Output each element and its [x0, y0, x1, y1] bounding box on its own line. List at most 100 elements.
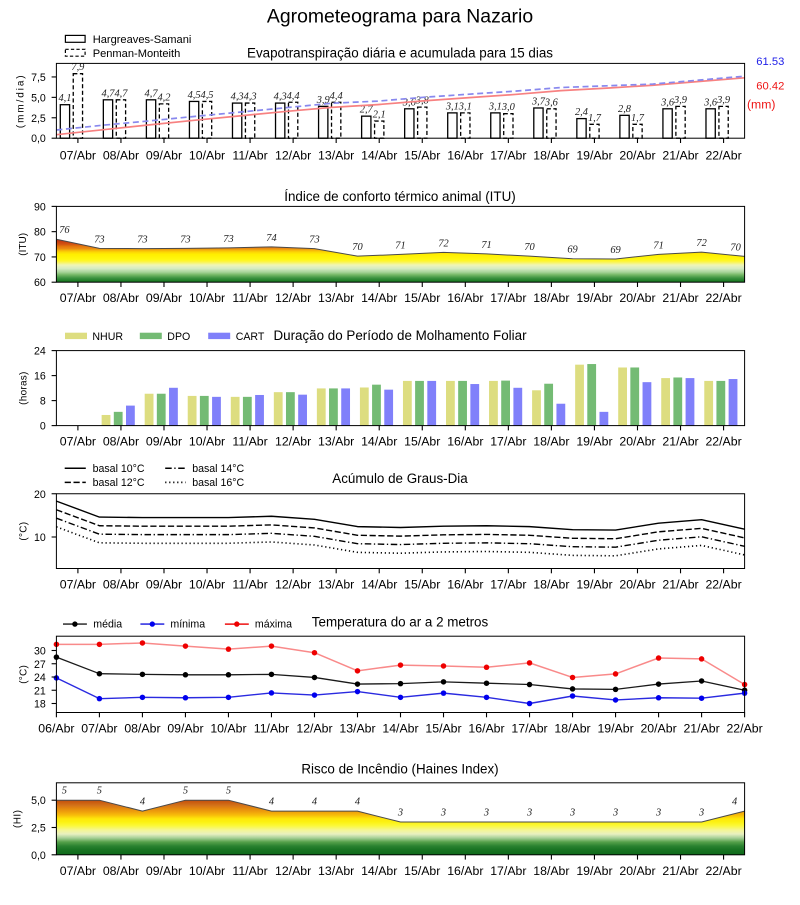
svg-text:NHUR: NHUR: [92, 331, 123, 343]
svg-text:10: 10: [34, 532, 46, 544]
svg-text:60: 60: [34, 277, 46, 289]
svg-text:16: 16: [34, 371, 46, 383]
svg-text:21/Abr: 21/Abr: [662, 148, 698, 162]
svg-text:09/Abr: 09/Abr: [146, 578, 182, 592]
svg-text:4,5: 4,5: [188, 90, 201, 101]
svg-text:15/Abr: 15/Abr: [404, 864, 440, 878]
svg-text:18/Abr: 18/Abr: [533, 578, 569, 592]
svg-text:13/Abr: 13/Abr: [318, 578, 354, 592]
svg-text:12/Abr: 12/Abr: [296, 722, 332, 736]
svg-text:20/Abr: 20/Abr: [619, 291, 655, 305]
svg-text:14/Abr: 14/Abr: [361, 291, 397, 305]
svg-text:(horas): (horas): [18, 371, 29, 404]
svg-text:18/Abr: 18/Abr: [554, 722, 590, 736]
svg-text:19/Abr: 19/Abr: [576, 435, 612, 449]
svg-text:12/Abr: 12/Abr: [275, 291, 311, 305]
svg-text:16/Abr: 16/Abr: [447, 864, 483, 878]
svg-text:11/Abr: 11/Abr: [232, 435, 267, 449]
svg-text:(mm): (mm): [747, 98, 775, 112]
svg-text:18/Abr: 18/Abr: [533, 435, 569, 449]
svg-text:60.42: 60.42: [756, 80, 784, 92]
svg-text:71: 71: [653, 240, 663, 251]
svg-text:15/Abr: 15/Abr: [404, 578, 440, 592]
svg-text:09/Abr: 09/Abr: [146, 291, 182, 305]
svg-text:7,5: 7,5: [31, 72, 46, 84]
svg-text:12/Abr: 12/Abr: [275, 148, 311, 162]
svg-text:17/Abr: 17/Abr: [490, 435, 526, 449]
svg-text:10/Abr: 10/Abr: [189, 578, 225, 592]
svg-text:17/Abr: 17/Abr: [490, 291, 526, 305]
svg-text:17/Abr: 17/Abr: [490, 148, 526, 162]
svg-text:76: 76: [59, 225, 70, 236]
svg-text:11/Abr: 11/Abr: [232, 864, 267, 878]
svg-text:16/Abr: 16/Abr: [447, 291, 483, 305]
svg-text:18/Abr: 18/Abr: [533, 148, 569, 162]
svg-text:20/Abr: 20/Abr: [619, 864, 655, 878]
svg-text:11/Abr: 11/Abr: [232, 291, 267, 305]
svg-text:19/Abr: 19/Abr: [576, 291, 612, 305]
svg-text:11/Abr: 11/Abr: [254, 722, 289, 736]
svg-text:2,5: 2,5: [31, 113, 46, 125]
svg-text:19/Abr: 19/Abr: [576, 148, 612, 162]
svg-text:19/Abr: 19/Abr: [597, 722, 633, 736]
svg-text:(ITU): (ITU): [18, 233, 29, 256]
svg-text:Duração do Período de Molhamen: Duração do Período de Molhamento Foliar: [273, 328, 527, 343]
svg-text:basal 16°C: basal 16°C: [192, 477, 244, 489]
svg-text:basal 10°C: basal 10°C: [93, 463, 145, 475]
svg-text:21/Abr: 21/Abr: [662, 864, 698, 878]
svg-text:12/Abr: 12/Abr: [275, 578, 311, 592]
svg-text:71: 71: [395, 240, 405, 251]
svg-text:21/Abr: 21/Abr: [662, 291, 698, 305]
svg-text:4,1: 4,1: [58, 93, 71, 104]
svg-text:09/Abr: 09/Abr: [146, 148, 182, 162]
svg-text:3: 3: [397, 808, 403, 819]
svg-text:4: 4: [269, 797, 274, 808]
svg-text:13/Abr: 13/Abr: [318, 148, 354, 162]
svg-text:15/Abr: 15/Abr: [404, 148, 440, 162]
svg-text:07/Abr: 07/Abr: [81, 722, 117, 736]
svg-text:basal 14°C: basal 14°C: [192, 463, 244, 475]
svg-text:74: 74: [266, 233, 276, 244]
svg-text:12/Abr: 12/Abr: [275, 435, 311, 449]
svg-text:72: 72: [438, 238, 448, 249]
svg-text:12/Abr: 12/Abr: [275, 864, 311, 878]
svg-text:máxima: máxima: [255, 618, 292, 630]
svg-text:basal 12°C: basal 12°C: [93, 477, 145, 489]
svg-text:3: 3: [655, 808, 661, 819]
svg-text:5,0: 5,0: [31, 795, 46, 807]
svg-text:70: 70: [524, 242, 535, 253]
svg-text:3,1: 3,1: [445, 101, 459, 112]
svg-text:10/Abr: 10/Abr: [210, 722, 246, 736]
svg-text:3: 3: [526, 808, 532, 819]
svg-text:4,4: 4,4: [287, 91, 300, 102]
svg-text:4: 4: [355, 797, 360, 808]
svg-text:11/Abr: 11/Abr: [232, 148, 267, 162]
svg-text:22/Abr: 22/Abr: [705, 864, 741, 878]
svg-text:0,0: 0,0: [31, 850, 46, 862]
svg-text:3,6: 3,6: [703, 97, 718, 108]
svg-text:15/Abr: 15/Abr: [404, 291, 440, 305]
svg-text:14/Abr: 14/Abr: [361, 435, 397, 449]
svg-text:73: 73: [223, 234, 233, 245]
svg-text:07/Abr: 07/Abr: [60, 578, 96, 592]
svg-text:4,4: 4,4: [330, 91, 343, 102]
svg-text:73: 73: [309, 235, 319, 246]
svg-text:69: 69: [610, 245, 621, 256]
svg-text:19/Abr: 19/Abr: [576, 578, 612, 592]
svg-text:10/Abr: 10/Abr: [189, 291, 225, 305]
svg-text:4: 4: [312, 797, 317, 808]
svg-text:1,7: 1,7: [588, 113, 602, 124]
svg-text:24: 24: [34, 346, 46, 358]
svg-text:20/Abr: 20/Abr: [619, 148, 655, 162]
svg-text:5,0: 5,0: [31, 92, 46, 104]
svg-text:(°C): (°C): [18, 665, 29, 684]
svg-text:17/Abr: 17/Abr: [490, 864, 526, 878]
svg-text:2,8: 2,8: [618, 104, 632, 115]
svg-text:0,0: 0,0: [31, 133, 46, 145]
svg-text:(mm/dia): (mm/dia): [15, 73, 26, 128]
svg-text:4: 4: [732, 797, 737, 808]
svg-text:73: 73: [94, 234, 104, 245]
svg-text:3: 3: [698, 808, 704, 819]
svg-text:média: média: [93, 618, 122, 630]
svg-text:4,5: 4,5: [201, 90, 214, 101]
